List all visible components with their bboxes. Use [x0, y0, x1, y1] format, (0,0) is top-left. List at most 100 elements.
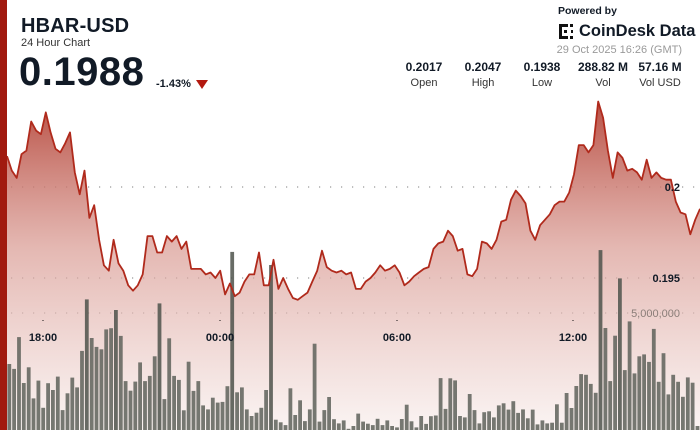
volume-bar	[322, 410, 327, 430]
volume-bar	[361, 421, 365, 430]
x-tick-label: 00:00	[206, 332, 234, 344]
volume-bar	[104, 329, 109, 430]
price-tick-label: 0.195	[652, 273, 680, 285]
volume-bar	[584, 374, 588, 430]
volume-bar	[424, 423, 428, 430]
volume-bar	[109, 328, 113, 430]
volume-bar	[196, 381, 201, 430]
volume-bar	[264, 390, 268, 430]
volume-bar	[496, 405, 501, 430]
volume-bar	[133, 381, 138, 430]
brand-name: CoinDesk Data	[579, 22, 696, 40]
volume-bar	[336, 423, 341, 430]
volume-bar	[80, 350, 84, 430]
volume-bar	[501, 403, 506, 430]
volume-bar	[555, 404, 559, 430]
volume-bar	[550, 422, 554, 430]
volume-bar	[540, 420, 545, 430]
volume-bar	[254, 412, 259, 430]
volume-bar	[293, 415, 298, 430]
volume-bar	[492, 417, 496, 430]
volume-bar	[31, 398, 36, 430]
volume-bar	[307, 409, 312, 430]
volume-bar	[380, 425, 385, 430]
x-tick-label: 12:00	[559, 332, 587, 344]
volume-bar	[477, 423, 482, 430]
stat-value: 0.1938	[523, 60, 561, 74]
volume-bar	[661, 353, 666, 430]
volume-bar	[399, 419, 404, 430]
volume-bar	[443, 408, 448, 430]
accent-bar	[0, 0, 7, 430]
price-change: -1.43%	[156, 78, 191, 90]
volume-bar	[55, 376, 60, 430]
x-tick-mark	[572, 320, 574, 321]
volume-bar	[608, 381, 613, 430]
volume-bar	[230, 251, 235, 430]
volume-bar	[235, 392, 239, 430]
volume-bar	[215, 402, 220, 430]
stat-value: 57.16 M	[638, 60, 682, 74]
volume-bar	[162, 399, 167, 430]
volume-bar	[642, 354, 646, 430]
volume-bar	[191, 390, 196, 430]
volume-bar	[598, 250, 603, 430]
volume-bar	[273, 419, 278, 430]
volume-bar	[351, 426, 356, 430]
volume-bar	[249, 416, 254, 430]
volume-bar	[41, 407, 46, 430]
volume-bar	[303, 421, 307, 430]
stat-high: 0.2047 High	[448, 60, 518, 89]
stat-low: 0.1938 Low	[507, 60, 577, 89]
volume-bar	[370, 425, 375, 430]
volume-bar	[283, 425, 288, 430]
volume-tick-label: 5,000,000	[631, 308, 680, 320]
volume-bar	[244, 409, 249, 430]
volume-bar	[186, 361, 191, 430]
volume-bar	[521, 409, 525, 430]
volume-bar	[618, 278, 622, 430]
volume-bar	[511, 401, 516, 430]
volume-bar	[147, 375, 152, 430]
stat-label: Vol USD	[639, 77, 681, 89]
volume-bar	[152, 356, 157, 430]
stat-value: 0.2047	[464, 60, 502, 74]
volume-bar	[259, 407, 264, 430]
volume-bar	[632, 373, 637, 430]
volume-bar	[666, 394, 671, 430]
stat-vol-usd: 57.16 M Vol USD	[625, 60, 695, 89]
volume-bar	[545, 423, 550, 430]
volume-bar	[472, 410, 477, 430]
volume-bar	[530, 409, 535, 430]
volume-bar	[458, 416, 462, 430]
volume-bar	[288, 388, 293, 430]
x-tick-label: 18:00	[29, 332, 57, 344]
timestamp: 29 Oct 2025 16:26 (GMT)	[556, 44, 682, 56]
volume-bar	[17, 337, 21, 430]
stat-value: 288.82 M	[577, 60, 629, 74]
volume-bar	[51, 390, 55, 430]
chart-subtitle: 24 Hour Chart	[21, 37, 91, 49]
volume-bar	[419, 416, 424, 430]
volume-bar	[559, 422, 564, 430]
volume-bar	[70, 377, 75, 430]
volume-bar	[603, 328, 608, 430]
volume-bar	[21, 383, 26, 430]
volume-bar	[269, 265, 273, 430]
volume-bar	[525, 418, 530, 430]
volume-bar	[588, 383, 593, 430]
stat-label: Vol	[595, 77, 611, 89]
volume-bar	[220, 401, 225, 430]
volume-bar	[564, 393, 569, 430]
page-title: HBAR-USD	[21, 15, 130, 37]
volume-bar	[681, 396, 685, 430]
volume-bar	[123, 381, 128, 430]
volume-bar	[671, 374, 676, 430]
volume-bar	[613, 335, 617, 430]
volume-bar	[206, 409, 210, 430]
volume-bar	[46, 383, 50, 430]
volume-bar	[312, 343, 317, 430]
volume-bar	[390, 426, 394, 430]
price-tick-label: 0.2	[665, 182, 680, 194]
volume-bar	[569, 408, 574, 430]
